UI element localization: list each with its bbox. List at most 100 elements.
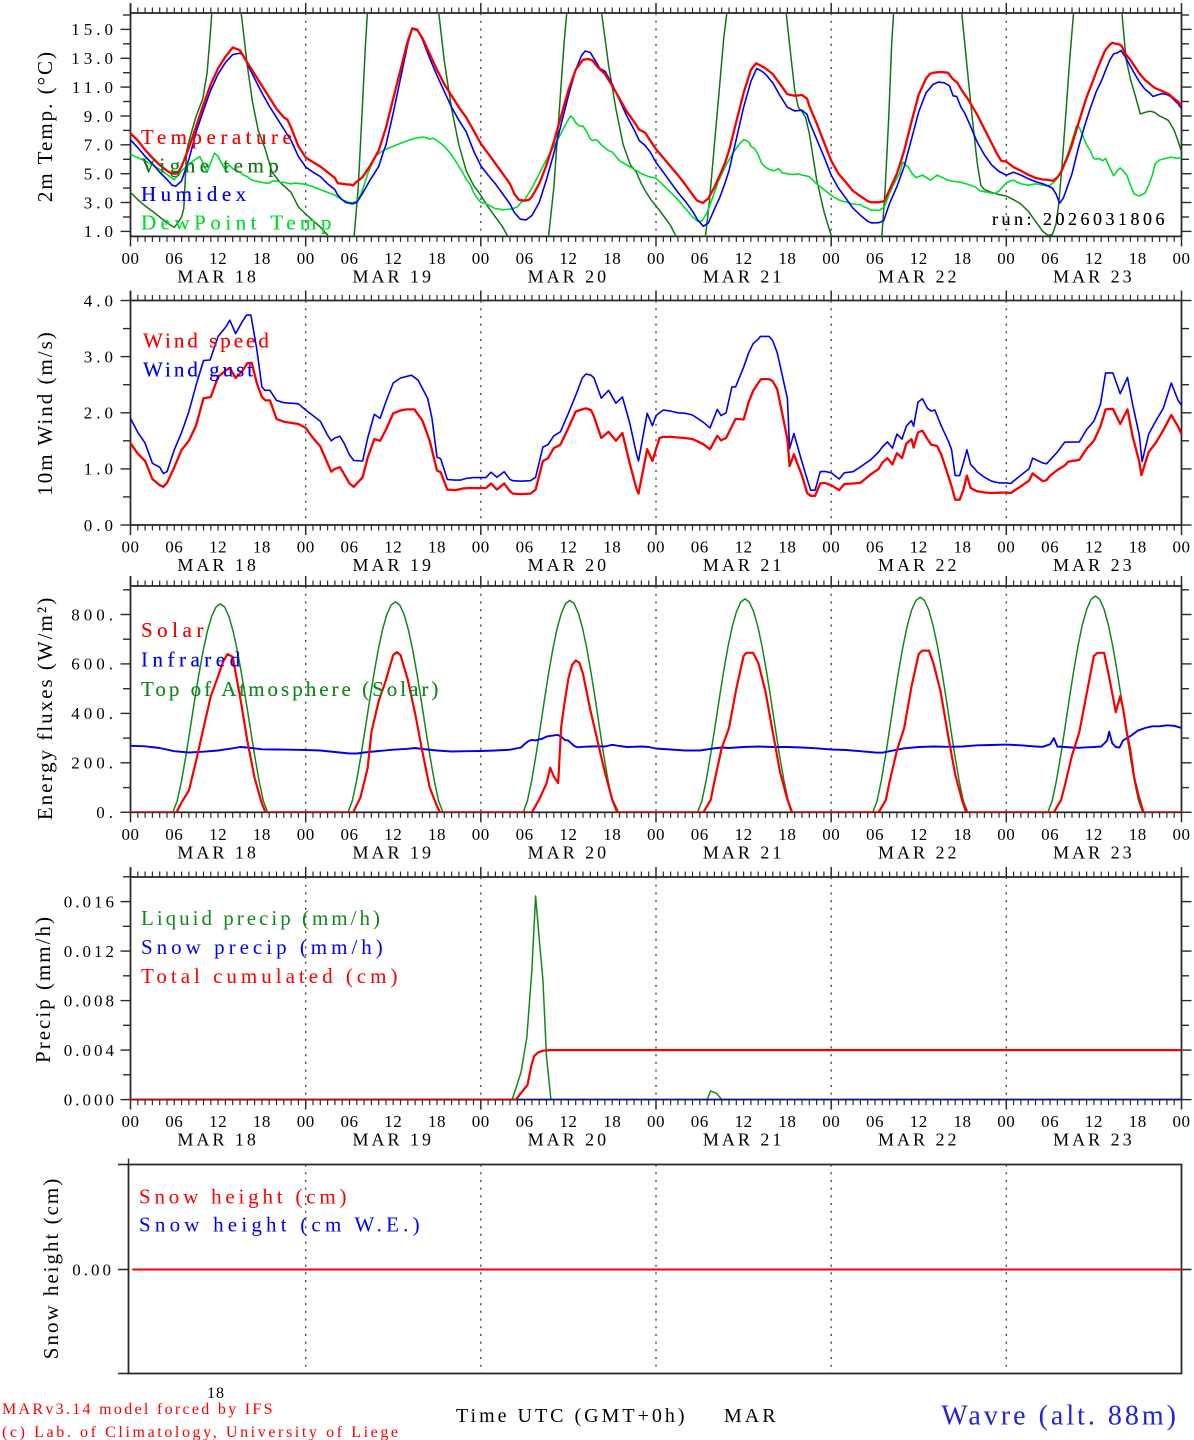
svg-text:12: 12 xyxy=(1085,1112,1103,1131)
svg-text:00: 00 xyxy=(997,1112,1015,1131)
svg-text:18: 18 xyxy=(954,825,972,844)
svg-text:15.0: 15.0 xyxy=(71,20,117,39)
svg-text:06: 06 xyxy=(1041,538,1059,557)
svg-text:06: 06 xyxy=(341,538,359,557)
svg-text:00: 00 xyxy=(1173,825,1191,844)
svg-text:00: 00 xyxy=(297,1112,315,1131)
svg-text:18: 18 xyxy=(428,538,446,557)
svg-text:00: 00 xyxy=(822,538,840,557)
svg-text:2.0: 2.0 xyxy=(84,404,117,423)
svg-text:06: 06 xyxy=(516,1112,534,1131)
svg-text:18: 18 xyxy=(603,1112,621,1131)
svg-text:18: 18 xyxy=(1129,249,1147,268)
svg-text:12: 12 xyxy=(209,825,227,844)
svg-text:MAR 19: MAR 19 xyxy=(352,555,434,575)
svg-text:12: 12 xyxy=(1085,825,1103,844)
svg-text:18: 18 xyxy=(778,825,796,844)
svg-text:MAR 21: MAR 21 xyxy=(703,266,785,286)
svg-text:00: 00 xyxy=(297,249,315,268)
svg-text:18: 18 xyxy=(603,249,621,268)
svg-text:3.0: 3.0 xyxy=(84,193,117,212)
svg-text:MAR 21: MAR 21 xyxy=(703,555,785,575)
svg-text:Energy fluxes (W/m²): Energy fluxes (W/m²) xyxy=(33,596,57,820)
svg-text:Humidex: Humidex xyxy=(141,182,251,206)
svg-text:MAR 19: MAR 19 xyxy=(352,1130,434,1150)
svg-text:06: 06 xyxy=(516,249,534,268)
svg-text:06: 06 xyxy=(516,538,534,557)
svg-text:Temperature: Temperature xyxy=(141,125,296,149)
svg-text:12: 12 xyxy=(559,825,577,844)
svg-text:00: 00 xyxy=(647,1112,665,1131)
svg-text:12: 12 xyxy=(209,1112,227,1131)
svg-text:00: 00 xyxy=(122,825,140,844)
svg-text:06: 06 xyxy=(866,538,884,557)
svg-text:00: 00 xyxy=(122,538,140,557)
svg-text:06: 06 xyxy=(866,825,884,844)
svg-text:Wavre (alt. 88m): Wavre (alt. 88m) xyxy=(941,1401,1179,1432)
svg-text:Wind gust: Wind gust xyxy=(143,358,256,382)
svg-text:MAR 23: MAR 23 xyxy=(1053,1130,1135,1150)
svg-text:12: 12 xyxy=(209,538,227,557)
svg-text:Wind speed: Wind speed xyxy=(143,329,272,353)
svg-text:Total cumulated (cm): Total cumulated (cm) xyxy=(141,964,401,988)
svg-text:9.0: 9.0 xyxy=(84,107,117,126)
svg-text:MAR 20: MAR 20 xyxy=(528,266,610,286)
svg-text:1.0: 1.0 xyxy=(84,222,117,241)
svg-text:400.: 400. xyxy=(71,704,117,723)
svg-text:0.016: 0.016 xyxy=(64,892,117,911)
svg-text:Temperature: Temperature xyxy=(141,125,296,149)
svg-text:Snow height (cm): Snow height (cm) xyxy=(139,1185,350,1209)
svg-text:Snow precip (mm/h): Snow precip (mm/h) xyxy=(141,935,387,959)
svg-text:18: 18 xyxy=(954,249,972,268)
svg-text:Solar: Solar xyxy=(141,618,208,642)
svg-text:7.0: 7.0 xyxy=(84,136,117,155)
svg-text:12: 12 xyxy=(910,249,928,268)
svg-text:00: 00 xyxy=(1173,538,1191,557)
svg-text:MAR 20: MAR 20 xyxy=(528,842,610,862)
svg-text:00: 00 xyxy=(822,249,840,268)
svg-text:18: 18 xyxy=(428,249,446,268)
svg-text:00: 00 xyxy=(647,825,665,844)
svg-text:Snow height (cm): Snow height (cm) xyxy=(39,1177,63,1359)
svg-text:Wind speed: Wind speed xyxy=(143,329,272,353)
svg-text:06: 06 xyxy=(341,249,359,268)
svg-text:Vigne temp: Vigne temp xyxy=(141,154,283,178)
svg-text:5.0: 5.0 xyxy=(84,165,117,184)
svg-text:600.: 600. xyxy=(71,655,117,674)
svg-text:12: 12 xyxy=(384,538,402,557)
svg-text:MAR 22: MAR 22 xyxy=(878,266,960,286)
svg-text:18: 18 xyxy=(778,538,796,557)
svg-text:MAR 21: MAR 21 xyxy=(703,1130,785,1150)
svg-text:0.00: 0.00 xyxy=(72,1260,114,1279)
svg-text:06: 06 xyxy=(691,825,709,844)
svg-text:MAR 19: MAR 19 xyxy=(352,266,434,286)
svg-text:00: 00 xyxy=(1173,1112,1191,1131)
svg-text:00: 00 xyxy=(472,538,490,557)
svg-text:0.000: 0.000 xyxy=(64,1090,117,1109)
svg-text:12: 12 xyxy=(910,1112,928,1131)
svg-text:MAR 23: MAR 23 xyxy=(1053,842,1135,862)
svg-text:00: 00 xyxy=(997,249,1015,268)
svg-text:Snow height (cm W.E.): Snow height (cm W.E.) xyxy=(139,1213,424,1237)
svg-text:MAR 19: MAR 19 xyxy=(352,842,434,862)
svg-text:DewPoint Temp: DewPoint Temp xyxy=(141,211,336,235)
svg-text:200.: 200. xyxy=(71,754,117,773)
svg-text:06: 06 xyxy=(866,1112,884,1131)
svg-text:2m Temp. (°C): 2m Temp. (°C) xyxy=(33,50,57,202)
svg-text:18: 18 xyxy=(1129,825,1147,844)
svg-text:12: 12 xyxy=(910,825,928,844)
svg-text:18: 18 xyxy=(207,1385,225,1402)
svg-text:06: 06 xyxy=(1041,249,1059,268)
svg-text:18: 18 xyxy=(603,825,621,844)
svg-text:06: 06 xyxy=(165,1112,183,1131)
svg-text:18: 18 xyxy=(253,249,271,268)
svg-text:18: 18 xyxy=(778,249,796,268)
svg-text:4.0: 4.0 xyxy=(84,291,117,310)
svg-text:0.: 0. xyxy=(96,803,117,822)
svg-text:MAR 18: MAR 18 xyxy=(177,1130,259,1150)
svg-text:06: 06 xyxy=(165,825,183,844)
svg-text:06: 06 xyxy=(691,538,709,557)
svg-text:MAR 23: MAR 23 xyxy=(1053,266,1135,286)
svg-text:0.004: 0.004 xyxy=(64,1041,117,1060)
svg-text:MAR 22: MAR 22 xyxy=(878,842,960,862)
